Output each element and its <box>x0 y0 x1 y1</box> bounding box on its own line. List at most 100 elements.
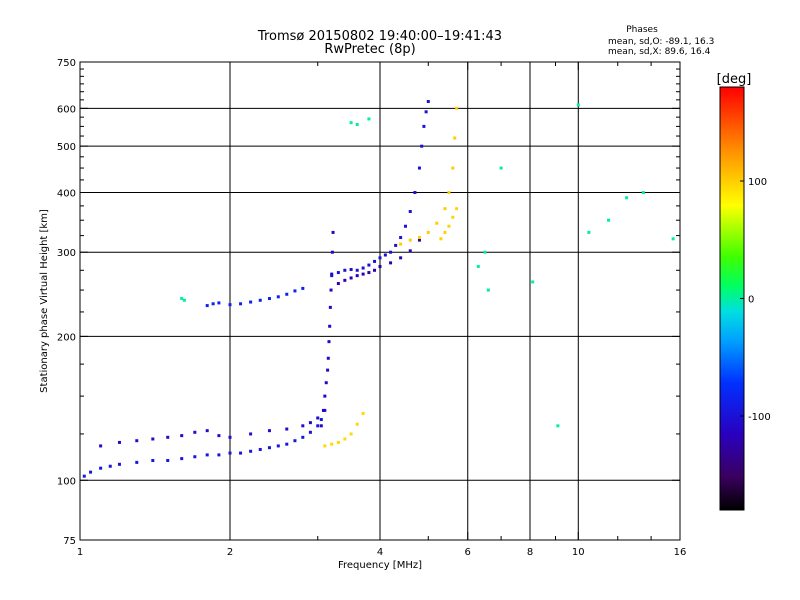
stats-o-line: mean, sd,O: -89.1, 16.3 <box>608 37 714 47</box>
data-point <box>424 110 428 114</box>
data-point <box>453 136 457 140</box>
data-points <box>82 100 675 478</box>
y-tick-label: 75 <box>63 536 76 547</box>
data-point <box>301 286 305 290</box>
data-point <box>326 356 330 360</box>
x-tick-label: 1 <box>77 547 83 558</box>
data-point <box>328 324 332 328</box>
y-tick-label: 750 <box>57 58 76 69</box>
stats-x-line: mean, sd,X: 89.6, 16.4 <box>608 47 711 57</box>
x-tick-label: 16 <box>674 547 687 558</box>
data-point <box>330 442 334 446</box>
data-point <box>301 435 305 439</box>
data-point <box>625 196 629 200</box>
data-point <box>330 250 334 254</box>
y-tick-label: 500 <box>57 142 76 153</box>
data-point <box>285 442 289 446</box>
data-point <box>399 256 403 260</box>
colorbar-tick-label: 100 <box>748 177 767 188</box>
data-point <box>420 144 424 148</box>
data-point <box>239 302 243 306</box>
y-tick-label: 100 <box>57 476 76 487</box>
data-point <box>276 444 280 448</box>
data-point <box>323 444 327 448</box>
data-point <box>267 446 271 450</box>
y-tick-label: 300 <box>57 248 76 259</box>
data-point <box>422 124 426 128</box>
data-point <box>319 424 323 428</box>
data-point <box>417 236 421 240</box>
data-point <box>326 368 330 372</box>
data-point <box>587 230 591 234</box>
data-point <box>408 210 412 214</box>
data-point <box>451 215 455 219</box>
x-axis-label: Frequency [MHz] <box>338 560 422 571</box>
data-point <box>417 166 421 170</box>
chart-subtitle: RwPretec (8p) <box>324 42 415 57</box>
data-point <box>451 166 455 170</box>
data-point <box>389 261 393 265</box>
data-point <box>367 263 371 267</box>
data-point <box>443 230 447 234</box>
data-point <box>89 470 93 474</box>
y-tick-label: 400 <box>57 188 76 199</box>
grid-lines <box>80 62 680 540</box>
data-point <box>327 340 331 344</box>
data-point <box>349 432 353 436</box>
data-point <box>249 432 253 436</box>
data-point <box>399 242 403 246</box>
data-point <box>180 434 184 438</box>
data-point <box>308 430 312 434</box>
data-point <box>343 268 347 272</box>
colorbar-ticks: -100 0 100 <box>740 177 771 423</box>
data-point <box>166 458 170 462</box>
data-point <box>324 381 328 385</box>
data-point <box>228 451 232 455</box>
data-point <box>285 292 289 296</box>
data-point <box>267 429 271 433</box>
axis-ticks: 1 2 4 6 8 10 16 75 100 200 300 400 500 600 750 <box>57 58 686 558</box>
data-point <box>403 224 407 228</box>
data-point <box>426 230 430 234</box>
data-point <box>316 416 320 420</box>
data-point <box>426 100 430 104</box>
data-point <box>394 243 398 247</box>
x-tick-label: 10 <box>572 547 585 558</box>
y-tick-label: 200 <box>57 332 76 343</box>
data-point <box>671 237 675 241</box>
data-point <box>336 282 340 286</box>
data-point <box>193 455 197 459</box>
data-point <box>135 460 139 464</box>
data-point <box>476 265 480 269</box>
data-point <box>301 424 305 428</box>
data-point <box>378 265 382 269</box>
data-point <box>217 453 221 457</box>
data-point <box>435 221 439 225</box>
data-point <box>267 297 271 301</box>
data-point <box>641 190 645 194</box>
data-point <box>285 427 289 431</box>
x-tick-label: 2 <box>227 547 233 558</box>
data-point <box>217 301 221 305</box>
data-point <box>455 106 459 110</box>
data-point <box>378 256 382 260</box>
data-point <box>408 238 412 242</box>
data-point <box>361 266 365 270</box>
data-point <box>355 268 359 272</box>
data-point <box>205 453 209 457</box>
data-point <box>228 303 232 307</box>
data-point <box>373 259 377 263</box>
data-point <box>328 305 332 309</box>
data-point <box>483 250 487 254</box>
data-point <box>343 278 347 282</box>
data-point <box>361 411 365 415</box>
data-point <box>182 298 186 302</box>
data-point <box>556 424 560 428</box>
data-point <box>413 190 417 194</box>
data-point <box>316 424 320 428</box>
data-point <box>239 451 243 455</box>
data-point <box>399 236 403 240</box>
data-point <box>455 207 459 211</box>
data-point <box>151 437 155 441</box>
data-point <box>336 271 340 275</box>
